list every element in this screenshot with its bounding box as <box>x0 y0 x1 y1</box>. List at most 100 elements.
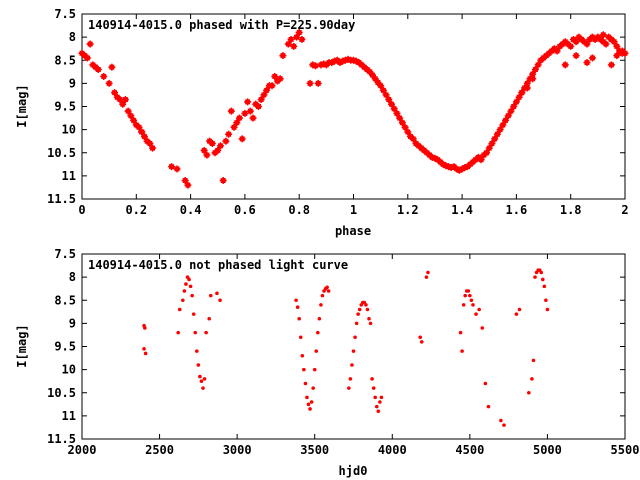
data-point <box>201 386 205 390</box>
data-point <box>121 96 129 104</box>
data-point <box>398 119 406 127</box>
data-point <box>314 79 322 87</box>
bottom-ytick-label: 7.5 <box>54 247 76 261</box>
data-point <box>249 114 257 122</box>
bottom-xtick-label: 3000 <box>223 443 252 457</box>
data-point <box>225 130 233 138</box>
data-point <box>599 31 607 39</box>
data-point <box>618 47 626 55</box>
bottom-plot-frame <box>81 253 626 440</box>
data-point <box>418 335 423 340</box>
top-plot-ylabel: I[mag] <box>15 84 29 127</box>
data-point <box>227 107 235 115</box>
data-point <box>354 321 359 326</box>
data-point <box>530 377 534 381</box>
bottom-ytick-label: 9 <box>69 316 76 330</box>
data-point <box>347 386 351 390</box>
data-point <box>130 116 138 124</box>
data-point <box>276 75 284 83</box>
data-point <box>527 390 531 395</box>
data-point <box>181 298 185 303</box>
data-point <box>108 63 116 71</box>
data-point <box>396 114 404 122</box>
top-xtick-label: 0.2 <box>125 203 147 217</box>
data-point <box>351 349 356 353</box>
data-point <box>461 303 466 307</box>
top-xtick-label: 0 <box>78 203 85 217</box>
data-point <box>294 298 298 303</box>
data-point <box>218 298 222 303</box>
bottom-xtick-label: 4500 <box>455 443 484 457</box>
data-point <box>184 181 192 189</box>
data-point <box>204 330 208 335</box>
top-ytick-label: 9 <box>69 76 76 90</box>
data-point <box>539 270 544 275</box>
data-point <box>379 395 384 400</box>
data-point <box>485 144 493 152</box>
data-point <box>531 66 539 73</box>
data-point <box>374 404 379 409</box>
data-point <box>607 61 615 69</box>
data-point <box>311 386 315 390</box>
top-ytick-label: 8 <box>69 30 76 44</box>
data-point <box>499 121 507 129</box>
data-point <box>371 75 379 83</box>
data-point <box>124 107 132 115</box>
data-point <box>466 289 471 293</box>
data-point <box>373 395 378 400</box>
data-point <box>135 123 143 131</box>
data-point <box>426 270 430 275</box>
data-point <box>195 349 199 353</box>
data-point <box>572 52 580 60</box>
data-point <box>238 135 246 143</box>
data-point <box>504 112 512 120</box>
top-ytick-label: 11 <box>62 169 76 183</box>
data-point <box>143 326 147 330</box>
top-ytick-label: 11.5 <box>47 192 76 206</box>
data-point <box>300 353 305 358</box>
data-point <box>390 105 398 113</box>
bottom-xtick-label: 3500 <box>300 443 329 457</box>
data-point <box>493 130 501 138</box>
data-point <box>404 128 412 136</box>
data-point <box>207 316 212 321</box>
unphased-light-curve-plot: 2000 2500 3000 3500 4000 4500 5000 5500 7.5 8 8.5 9… <box>15 247 639 478</box>
data-point <box>257 96 265 104</box>
data-point <box>365 307 370 312</box>
data-point <box>292 33 300 41</box>
data-point <box>284 40 292 48</box>
data-point <box>356 312 360 316</box>
data-point <box>254 103 262 110</box>
data-point <box>583 59 591 67</box>
data-point <box>308 407 312 411</box>
data-point <box>477 156 485 164</box>
data-point <box>480 326 485 330</box>
data-point <box>198 374 202 379</box>
data-point <box>216 142 224 150</box>
data-point <box>203 151 211 159</box>
data-point <box>602 40 610 48</box>
data-point <box>83 54 91 62</box>
data-point <box>297 316 302 321</box>
data-point <box>553 47 561 55</box>
data-point <box>531 358 536 363</box>
top-ytick-label: 9.5 <box>54 100 76 114</box>
data-point <box>613 42 621 50</box>
data-point <box>561 61 569 69</box>
data-point <box>111 89 119 97</box>
data-point <box>311 62 319 70</box>
data-point <box>193 330 198 335</box>
data-point <box>512 98 520 106</box>
bottom-plot-xlabel: hjd0 <box>339 464 368 478</box>
data-point <box>298 35 306 43</box>
data-point <box>367 316 371 321</box>
data-point <box>208 293 213 298</box>
top-plot-ticks: 0 0.2 0.4 0.6 0.8 1 1.2 1.4 1.6 1.8 2 7.5 8 8.5 9 9.5 10… <box>47 7 629 217</box>
data-point <box>295 29 303 36</box>
data-point <box>471 303 475 307</box>
top-plot-points <box>78 29 629 189</box>
data-point <box>610 38 618 46</box>
data-point <box>326 289 331 293</box>
top-xtick-label: 0.6 <box>234 203 256 217</box>
